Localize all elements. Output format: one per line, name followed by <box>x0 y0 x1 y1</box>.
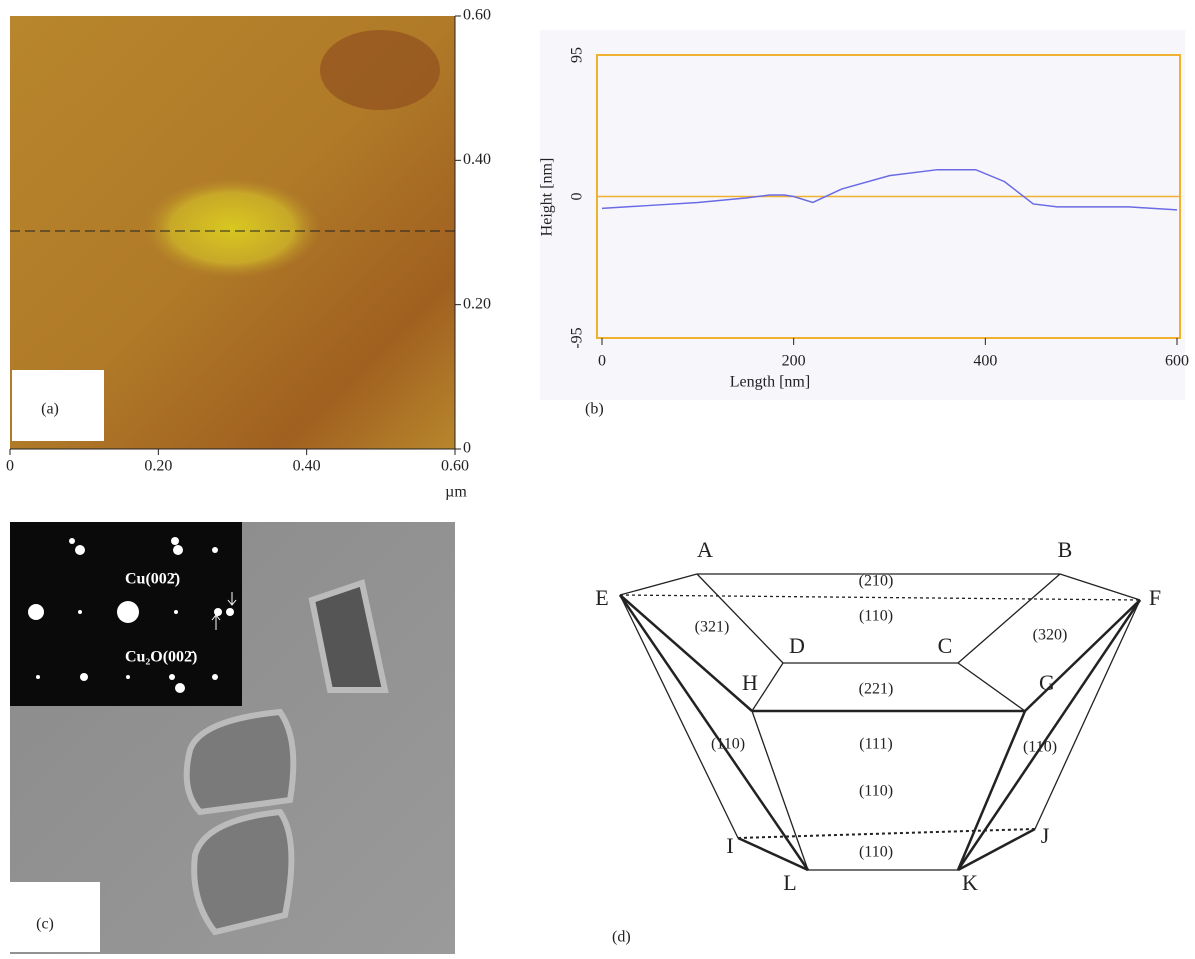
inset-label: Cu₂O(002̄) <box>125 649 197 666</box>
vertex-label: I <box>726 833 733 858</box>
afm-dark-area <box>320 30 440 110</box>
x-tick-label: 0 <box>598 353 606 370</box>
y-tick-label: 0.40 <box>463 151 491 168</box>
vertex-label: H <box>742 670 758 695</box>
vertex-label: A <box>697 537 713 562</box>
face-label: (320) <box>1033 627 1068 644</box>
unit-label: µm <box>445 484 467 501</box>
afm-particle <box>144 178 320 278</box>
y-tick-label: 0.20 <box>463 295 491 312</box>
vertex-label: J <box>1041 823 1050 848</box>
face-label: (221) <box>859 681 894 698</box>
vertex-label: K <box>962 870 978 895</box>
face-label: (110) <box>859 783 893 800</box>
face-label: (111) <box>859 736 892 753</box>
panel-c: Cu(002̄) Cu₂O(002̄) (c) <box>10 522 455 954</box>
x-axis-label: Length [nm] <box>730 374 810 391</box>
face-label: (110) <box>711 736 745 753</box>
panel-label: (c) <box>36 916 54 933</box>
panel-label: (d) <box>612 929 631 946</box>
inset-label: Cu(002̄) <box>125 571 180 588</box>
face-label: (110) <box>859 608 893 625</box>
figure: (a) µm (b) Length [nm] Height [nm] Cu(00… <box>0 0 1195 954</box>
x-tick-label: 0.20 <box>144 458 172 475</box>
vertex-label: B <box>1058 537 1073 562</box>
x-tick-label: 200 <box>782 353 806 370</box>
y-axis-label: Height [nm] <box>539 158 556 237</box>
face-label: (110) <box>859 844 893 861</box>
y-tick-label: 0 <box>569 193 586 201</box>
x-tick-label: 600 <box>1165 353 1189 370</box>
panel-label: (b) <box>585 401 604 418</box>
x-tick-label: 0.40 <box>293 458 321 475</box>
face-label: (321) <box>695 619 730 636</box>
y-tick-label: 95 <box>569 47 586 63</box>
y-tick-label: -95 <box>569 327 586 348</box>
face-label: (210) <box>859 573 894 590</box>
vertex-label: L <box>783 870 796 895</box>
y-tick-label: 0 <box>463 440 471 457</box>
vertex-label: E <box>595 585 608 610</box>
x-tick-label: 400 <box>973 353 997 370</box>
x-tick-label: 0.60 <box>441 458 469 475</box>
label-box <box>10 882 100 952</box>
plot-background <box>540 30 1185 400</box>
panel-a: (a) µm <box>10 16 467 501</box>
vertex-label: D <box>789 633 805 658</box>
vertex-label: G <box>1039 670 1055 695</box>
face-label: (110) <box>1023 739 1057 756</box>
vertex-label: C <box>938 633 953 658</box>
y-tick-label: 0.60 <box>463 7 491 24</box>
panel-label: (a) <box>41 401 59 418</box>
x-tick-label: 0 <box>6 458 14 475</box>
vertex-label: F <box>1149 585 1161 610</box>
